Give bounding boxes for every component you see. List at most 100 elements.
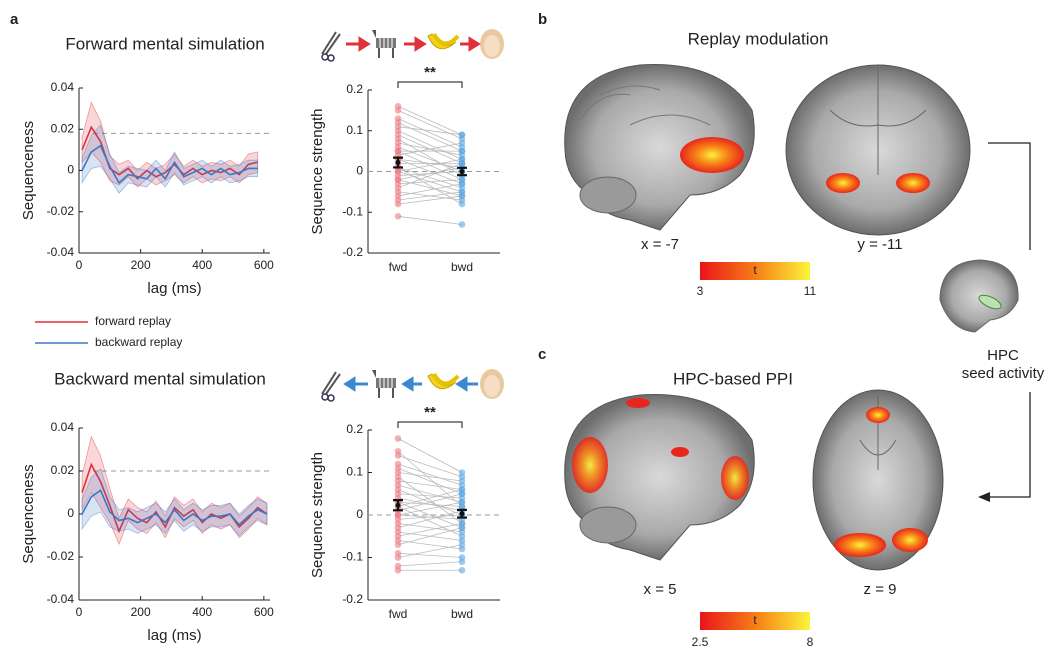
pair-line [397, 167, 463, 181]
subject-dot [394, 213, 402, 220]
pair-line [397, 142, 463, 156]
x-tick-label: 600 [254, 258, 274, 272]
pair-line [397, 463, 463, 486]
x-tick-label: fwd [389, 607, 408, 621]
mean-dot [459, 169, 465, 174]
view-label: x = 5 [644, 581, 677, 598]
subject-dot [394, 566, 402, 574]
colorbar [700, 262, 810, 280]
mean-dot [395, 160, 401, 166]
panel-label: b [538, 11, 547, 28]
y-tick-label: 0 [67, 163, 74, 177]
view-label: z = 9 [864, 581, 897, 598]
pair-line [397, 158, 463, 172]
pair-line [397, 506, 463, 537]
y-tick-label: 0.02 [51, 121, 75, 135]
y-tick-label: -0.2 [342, 245, 363, 259]
pair-line [397, 523, 463, 537]
subject-dot [394, 200, 402, 208]
brain-sagittal [564, 394, 755, 561]
pair-line [397, 215, 463, 225]
panel-title: HPC-based PPI [673, 369, 793, 388]
subject-dot [394, 107, 402, 114]
pair-line [397, 523, 463, 533]
pair-line [397, 110, 463, 140]
pair-line [397, 527, 463, 546]
subject-dot [458, 524, 466, 532]
legend-label: backward replay [95, 335, 182, 349]
colorbar-min: 3 [697, 284, 704, 298]
colorbar-min: 2.5 [692, 635, 709, 649]
subject-dot [458, 180, 466, 188]
subject-dot [458, 131, 466, 139]
x-axis-label: lag (ms) [147, 280, 201, 297]
x-tick-label: 200 [131, 605, 151, 619]
x-tick-label: 0 [76, 605, 83, 619]
subject-dot [394, 452, 402, 459]
y-tick-label: 0.1 [346, 465, 363, 479]
chart-title: Forward mental simulation [65, 34, 264, 53]
subject-dot [458, 192, 466, 200]
pair-line [397, 480, 463, 490]
colorbar-max: 11 [804, 284, 817, 298]
brain-coronal [785, 64, 971, 236]
line [81, 489, 268, 526]
x-axis-label: lag (ms) [147, 627, 201, 644]
subject-dot [458, 221, 466, 228]
y-tick-label: 0 [356, 507, 363, 521]
y-tick-label: 0.02 [51, 463, 75, 477]
view-label: x = -7 [641, 236, 679, 253]
legend-label: forward replay [95, 314, 171, 328]
subject-dot [458, 477, 466, 485]
y-axis-label: Sequence strength [309, 452, 326, 578]
x-tick-label: 600 [254, 605, 274, 619]
pair-line [397, 455, 463, 478]
pair-line [397, 501, 463, 529]
y-tick-label: 0 [356, 164, 363, 178]
pair-line [397, 544, 463, 558]
y-tick-label: -0.1 [342, 550, 363, 564]
mean-dot [395, 502, 401, 508]
panel-title: Replay modulation [688, 29, 829, 48]
seed-label: HPC [987, 347, 1019, 364]
pair-line [397, 122, 463, 152]
significance-bracket [397, 81, 463, 88]
subject-dot [458, 541, 466, 549]
pair-line [397, 167, 463, 189]
subject-dot [394, 554, 402, 561]
pair-line [397, 130, 463, 160]
seed-label: seed activity [962, 365, 1045, 382]
pair-line [397, 510, 463, 529]
colorbar-label: t [753, 263, 757, 277]
y-axis-label: Sequence strength [309, 109, 326, 235]
pair-line [397, 552, 463, 558]
pair-line [397, 183, 463, 197]
pair-line [397, 501, 463, 507]
pair-line [397, 118, 463, 148]
y-tick-label: 0.1 [346, 123, 363, 137]
pair-line [397, 501, 463, 516]
sequence-icons [320, 27, 506, 63]
subject-dot [458, 139, 466, 147]
pair-line [397, 126, 463, 136]
x-tick-label: 200 [131, 258, 151, 272]
y-tick-label: 0 [67, 506, 74, 520]
x-tick-label: bwd [451, 260, 473, 274]
panel-label: a [10, 11, 19, 28]
y-tick-label: -0.02 [47, 549, 75, 563]
y-tick-label: -0.04 [47, 245, 75, 259]
pair-line [397, 105, 463, 136]
pair-line [397, 540, 463, 550]
arrowhead [978, 492, 990, 502]
subject-dot [458, 200, 466, 208]
colorbar-max: 8 [807, 635, 814, 649]
y-axis-label: Sequenceness [20, 121, 37, 220]
pair-line [397, 489, 463, 507]
x-tick-label: 0 [76, 258, 83, 272]
y-tick-label: 0.04 [51, 80, 75, 94]
pair-line [397, 195, 463, 205]
y-tick-label: -0.02 [47, 204, 75, 218]
pair-line [397, 472, 463, 482]
line [81, 144, 258, 185]
